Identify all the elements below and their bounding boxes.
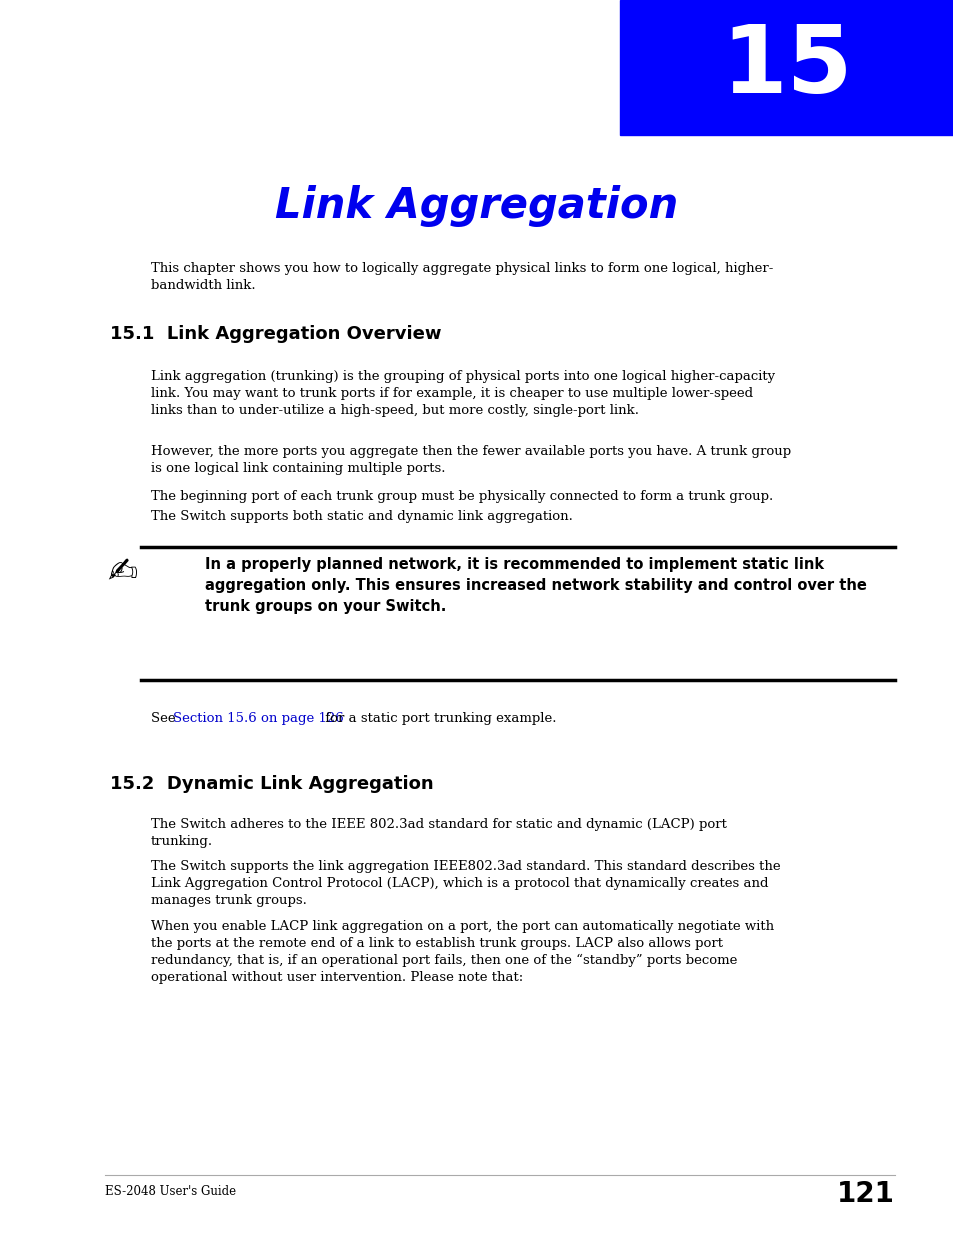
Text: ✍: ✍ [107,555,137,589]
Text: Link Aggregation: Link Aggregation [275,185,678,227]
Text: In a properly planned network, it is recommended to implement static link
aggreg: In a properly planned network, it is rec… [205,557,866,614]
Text: The Switch supports the link aggregation IEEE802.3ad standard. This standard des: The Switch supports the link aggregation… [151,860,780,906]
Text: 121: 121 [836,1179,894,1208]
Text: 15.1  Link Aggregation Overview: 15.1 Link Aggregation Overview [110,325,440,343]
Text: See: See [151,713,179,725]
Text: ES-2048 User's Guide: ES-2048 User's Guide [105,1186,235,1198]
Text: The beginning port of each trunk group must be physically connected to form a tr: The beginning port of each trunk group m… [151,490,772,503]
Text: 15: 15 [720,21,852,114]
Text: for a static port trunking example.: for a static port trunking example. [320,713,556,725]
Text: This chapter shows you how to logically aggregate physical links to form one log: This chapter shows you how to logically … [151,262,772,291]
Text: However, the more ports you aggregate then the fewer available ports you have. A: However, the more ports you aggregate th… [151,445,790,475]
Text: Link aggregation (trunking) is the grouping of physical ports into one logical h: Link aggregation (trunking) is the group… [151,370,774,417]
Text: Section 15.6 on page 126: Section 15.6 on page 126 [172,713,343,725]
Bar [619,0,953,135]
Text: The Switch adheres to the IEEE 802.3ad standard for static and dynamic (LACP) po: The Switch adheres to the IEEE 802.3ad s… [151,818,726,848]
Text: 15.2  Dynamic Link Aggregation: 15.2 Dynamic Link Aggregation [110,776,433,793]
Text: When you enable LACP link aggregation on a port, the port can automatically nego: When you enable LACP link aggregation on… [151,920,773,984]
Text: The Switch supports both static and dynamic link aggregation.: The Switch supports both static and dyna… [151,510,572,522]
